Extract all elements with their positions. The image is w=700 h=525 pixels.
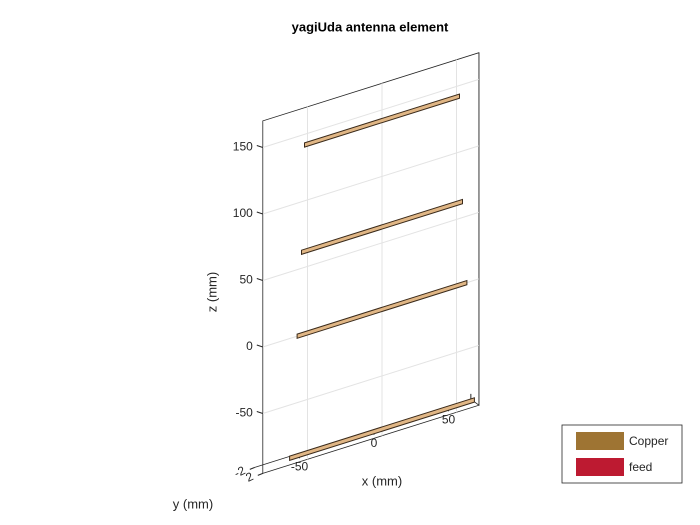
z-tick-label: 150 (233, 140, 253, 154)
x-axis-label: x (mm) (362, 473, 402, 488)
grid-line (262, 344, 480, 414)
grid-line (262, 78, 480, 148)
z-tick (256, 145, 263, 148)
x-tick-label: -50 (291, 459, 309, 473)
antenna-element (304, 93, 460, 148)
y-tick (257, 472, 263, 476)
y-tick (249, 466, 255, 470)
z-tick (256, 278, 263, 281)
z-tick-label: 0 (246, 339, 253, 353)
legend-label: Copper (629, 434, 668, 448)
grid-line (262, 211, 480, 281)
y-tick-label: 2 (243, 469, 255, 485)
antenna-element (289, 397, 475, 462)
z-tick-label: 50 (239, 273, 253, 287)
z-tick (256, 211, 263, 215)
legend-label: feed (629, 460, 652, 474)
grid-line (262, 145, 480, 215)
z-axis-label: z (mm) (204, 272, 219, 312)
y-axis-label: y (mm) (173, 496, 213, 511)
antenna-element (296, 279, 468, 339)
x-tick-label: 50 (442, 412, 456, 426)
antenna-element (301, 198, 463, 256)
z-tick (256, 411, 263, 414)
z-tick (256, 344, 263, 348)
legend-swatch (576, 458, 624, 476)
z-tick-label: -50 (235, 406, 253, 420)
x-tick-label: 0 (371, 436, 378, 450)
legend-swatch (576, 432, 624, 450)
z-tick-label: 100 (233, 206, 253, 220)
chart-title: yagiUda antenna element (292, 19, 449, 34)
